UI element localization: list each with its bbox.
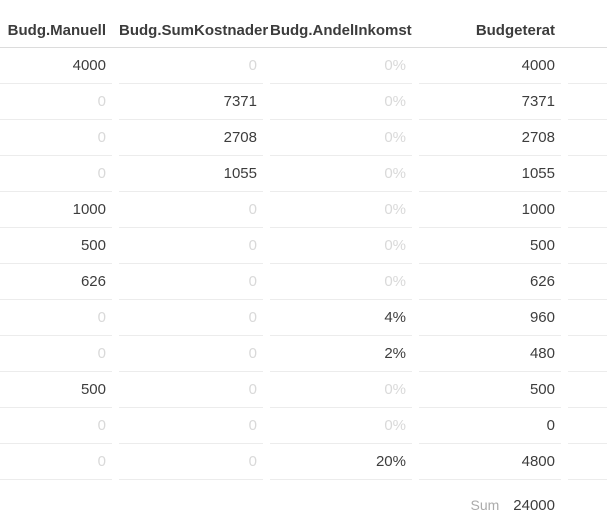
table-cell[interactable]: 0% [270, 84, 412, 120]
table-cell[interactable]: 0 [0, 156, 112, 192]
table-cell[interactable]: 0 [0, 120, 112, 156]
table-row: 500 0 0% 500 [0, 372, 607, 408]
table-cell[interactable]: 0 [119, 300, 263, 336]
table-cell[interactable]: 2% [270, 336, 412, 372]
table-cell[interactable]: 4% [270, 300, 412, 336]
table-sum-row: Sum 24000 [0, 480, 607, 530]
table-cell[interactable]: 0 [119, 264, 263, 300]
table-cell[interactable]: 500 [0, 372, 112, 408]
table-cell[interactable]: 626 [419, 264, 561, 300]
table-cell[interactable]: 0 [119, 192, 263, 228]
spacer-cell [568, 444, 607, 480]
spacer-cell [568, 228, 607, 264]
column-header-budg-sumkostnader: Budg.SumKostnader [119, 22, 269, 39]
table-cell[interactable]: 1055 [419, 156, 561, 192]
table-cell[interactable]: 0% [270, 192, 412, 228]
table-row: 0 2708 0% 2708 [0, 120, 607, 156]
spacer-cell [568, 372, 607, 408]
spacer-cell [568, 84, 607, 120]
spacer-cell [568, 300, 607, 336]
table-cell[interactable]: 0 [119, 336, 263, 372]
spacer-cell [568, 264, 607, 300]
table-cell[interactable]: 0% [270, 120, 412, 156]
table-row: 0 1055 0% 1055 [0, 156, 607, 192]
table-cell[interactable]: 0 [0, 444, 112, 480]
spacer-cell [568, 336, 607, 372]
table-row: 0 0 4% 960 [0, 300, 607, 336]
table-cell[interactable]: 500 [419, 372, 561, 408]
sum-label: Sum [470, 496, 500, 513]
spacer-cell [568, 408, 607, 444]
table-cell[interactable]: 4800 [419, 444, 561, 480]
table-cell[interactable]: 500 [0, 228, 112, 264]
table-cell[interactable]: 0% [270, 48, 412, 84]
table-cell[interactable]: 4000 [0, 48, 112, 84]
spacer-cell [568, 120, 607, 156]
column-header-budg-andelinkomst: Budg.AndelInkomst [270, 22, 412, 39]
table-cell[interactable]: 7371 [119, 84, 263, 120]
table-row: 0 0 2% 480 [0, 336, 607, 372]
table-cell[interactable]: 2708 [119, 120, 263, 156]
table-cell[interactable]: 0 [119, 408, 263, 444]
table-cell[interactable]: 0 [0, 84, 112, 120]
spacer-cell [568, 156, 607, 192]
table-row: 4000 0 0% 4000 [0, 48, 607, 84]
table-cell[interactable]: 0 [119, 444, 263, 480]
table-row: 626 0 0% 626 [0, 264, 607, 300]
column-header-spacer [568, 39, 607, 47]
table-cell[interactable]: 4000 [419, 48, 561, 84]
table-cell[interactable]: 0% [270, 372, 412, 408]
table-header-row: Budg.Manuell Budg.SumKostnader Budg.Ande… [0, 0, 607, 48]
table-body: 4000 0 0% 4000 0 7371 0% 7371 0 2708 0% 2708 0 1055 0%… [0, 48, 607, 480]
table-cell[interactable]: 480 [419, 336, 561, 372]
spacer-cell [568, 192, 607, 228]
table-cell[interactable]: 0% [270, 264, 412, 300]
sum-cell: Sum 24000 [419, 497, 561, 514]
table-cell[interactable]: 1055 [119, 156, 263, 192]
table-cell[interactable]: 0 [0, 336, 112, 372]
column-header-budg-manuell: Budg.Manuell [7, 22, 106, 39]
table-cell[interactable]: 0 [0, 408, 112, 444]
table-cell[interactable]: 1000 [0, 192, 112, 228]
table-cell[interactable]: 0 [0, 300, 112, 336]
table-cell[interactable]: 2708 [419, 120, 561, 156]
table-cell[interactable]: 0% [270, 156, 412, 192]
table-cell[interactable]: 20% [270, 444, 412, 480]
table-row: 0 0 20% 4800 [0, 444, 607, 480]
table-cell[interactable]: 7371 [419, 84, 561, 120]
sum-value: 24000 [513, 496, 555, 514]
table-cell[interactable]: 0% [270, 408, 412, 444]
table-cell[interactable]: 0% [270, 228, 412, 264]
table-row: 0 7371 0% 7371 [0, 84, 607, 120]
table-row: 500 0 0% 500 [0, 228, 607, 264]
column-header-budgeterat: Budgeterat [475, 22, 555, 39]
table-cell[interactable]: 960 [419, 300, 561, 336]
table-cell[interactable]: 1000 [419, 192, 561, 228]
spacer-cell [568, 48, 607, 84]
table-cell[interactable]: 500 [419, 228, 561, 264]
table-cell[interactable]: 0 [419, 408, 561, 444]
table-cell[interactable]: 626 [0, 264, 112, 300]
table-cell[interactable]: 0 [119, 228, 263, 264]
table-row: 0 0 0% 0 [0, 408, 607, 444]
table-cell[interactable]: 0 [119, 372, 263, 408]
table-row: 1000 0 0% 1000 [0, 192, 607, 228]
table-cell[interactable]: 0 [119, 48, 263, 84]
